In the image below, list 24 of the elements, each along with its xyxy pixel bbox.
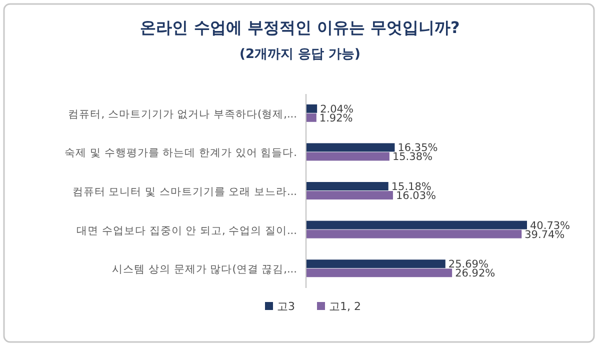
data-label: 16.03% <box>396 190 436 202</box>
data-label: 39.74% <box>524 228 565 241</box>
bar <box>306 104 318 113</box>
bar <box>306 191 393 200</box>
legend-label: 고1, 2 <box>329 300 361 313</box>
bar <box>306 220 527 230</box>
y-tick-label: 컴퓨터 모니터 및 스마트기기를 오래 보느라... <box>72 186 297 198</box>
bar <box>306 113 316 122</box>
y-tick-label: 숙제 및 수행평가를 하는데 한계가 있어 힘들다. <box>64 147 297 160</box>
y-tick-label: 시스템 상의 문제가 많다(연결 끊김,... <box>112 264 297 276</box>
legend-label: 고3 <box>277 300 295 313</box>
bar <box>306 152 390 161</box>
chart-title: 온라인 수업에 부정적인 이유는 무엇입니까? <box>140 18 460 37</box>
bar <box>306 182 388 190</box>
bar <box>306 268 452 278</box>
data-label: 1.92% <box>319 112 353 124</box>
chart-subtitle: (2개까지 응답 가능) <box>240 47 360 62</box>
bar <box>306 143 395 152</box>
y-tick-label: 대면 수업보다 집중이 안 되고, 수업의 질이... <box>76 224 297 237</box>
bar <box>306 260 446 268</box>
data-label: 15.38% <box>392 151 433 164</box>
y-tick-label: 컴퓨터, 스마트기기가 없거나 부족하다(형제,... <box>68 108 297 120</box>
data-label: 26.92% <box>455 268 496 280</box>
bar <box>306 230 522 238</box>
